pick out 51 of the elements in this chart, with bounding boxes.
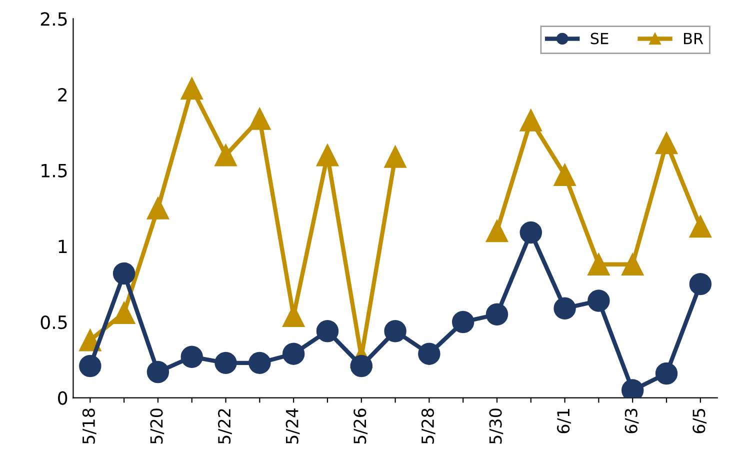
point — [554, 164, 576, 186]
point — [248, 108, 271, 130]
point — [689, 272, 712, 296]
point — [554, 297, 576, 320]
point — [112, 262, 136, 285]
point — [146, 360, 170, 384]
point — [316, 320, 339, 342]
x-tick-label: 5/24 — [286, 408, 300, 444]
x-tick-label: 6/5 — [692, 408, 707, 434]
point — [588, 290, 610, 312]
point — [282, 304, 305, 328]
x-tick-label: 6/1 — [557, 409, 571, 434]
point — [689, 215, 712, 238]
x-tick-label: 5/28 — [421, 408, 436, 444]
legend-label: SE — [590, 32, 608, 44]
y-tick-label: 1.5 — [42, 164, 67, 178]
point — [384, 146, 406, 168]
point — [214, 352, 237, 374]
point — [282, 342, 305, 365]
point — [214, 144, 237, 166]
x-tick-label: 5/22 — [218, 409, 232, 444]
point — [248, 352, 271, 374]
x-tick-label: 5/18 — [82, 408, 96, 444]
y-tick-label: 0.5 — [40, 315, 67, 330]
point — [486, 303, 508, 326]
legend-label: BR — [684, 32, 704, 44]
x-tick-label: 5/26 — [354, 408, 368, 444]
y-tick-label: 2.5 — [40, 12, 67, 26]
point — [418, 342, 440, 365]
point — [384, 320, 406, 342]
point — [486, 220, 508, 242]
y-tick-label: 1 — [58, 240, 67, 254]
point — [79, 354, 102, 378]
point — [316, 144, 339, 166]
point — [180, 346, 203, 368]
point — [520, 221, 542, 244]
x-tick-label: 5/30 — [489, 408, 504, 444]
point — [112, 302, 136, 324]
point — [655, 132, 678, 154]
point — [180, 77, 203, 100]
y-tick-label: 0 — [58, 391, 68, 405]
y-tick-label: 2 — [58, 88, 67, 102]
point — [146, 197, 170, 220]
point — [350, 354, 372, 378]
point — [655, 362, 678, 385]
x-tick-label: 6/3 — [624, 408, 639, 434]
point — [588, 253, 610, 276]
point — [452, 310, 474, 334]
point — [520, 109, 542, 132]
point — [621, 253, 644, 276]
x-tick-label: 5/20 — [150, 408, 164, 444]
